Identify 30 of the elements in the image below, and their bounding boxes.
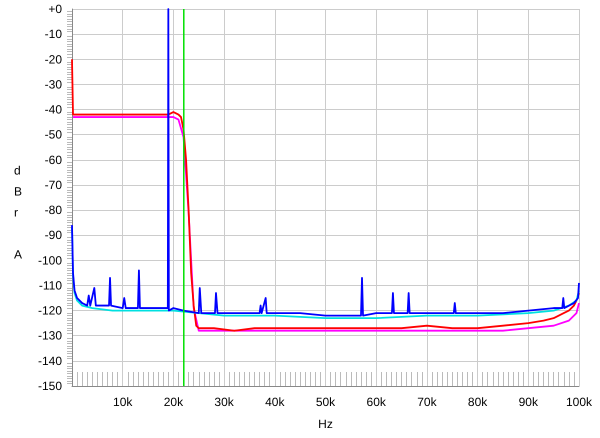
y-tick-label: -110 xyxy=(38,278,62,292)
y-tick-label: -100 xyxy=(38,253,62,268)
y-tick-label: -60 xyxy=(44,152,62,167)
y-tick-label: -130 xyxy=(38,328,62,343)
line-series xyxy=(71,58,580,332)
y-tick-label: -40 xyxy=(44,102,62,117)
line-series xyxy=(72,116,580,332)
y-tick-label: -140 xyxy=(38,354,62,368)
y-tick-label: -30 xyxy=(44,77,62,92)
y-tick-label: -120 xyxy=(38,304,62,318)
x-tick-label: 30k xyxy=(214,395,235,409)
y-tick-label: -150 xyxy=(38,379,62,393)
x-tick-label: 60k xyxy=(366,395,387,409)
x-tick-label: 80k xyxy=(468,395,488,409)
x-tick-label: 50k xyxy=(316,395,336,409)
y-tick-label: -20 xyxy=(44,52,62,66)
text: dBr A xyxy=(14,164,22,262)
x-tick-label: 90k xyxy=(518,395,539,409)
x-tick-label: 10k xyxy=(113,395,134,409)
x-tick-label: 20k xyxy=(164,395,184,409)
x-tick-label: 100k xyxy=(566,395,594,409)
x-axis-title: Hz xyxy=(318,417,333,431)
y-tick-label: -50 xyxy=(44,128,62,142)
y-tick-label: +0 xyxy=(48,2,62,16)
x-tick-label: 70k xyxy=(417,395,438,409)
y-tick-label: -10 xyxy=(44,27,62,42)
y-tick-label: -80 xyxy=(44,203,62,218)
y-tick-label: -70 xyxy=(44,178,62,192)
y-tick-label: -90 xyxy=(44,228,62,242)
x-tick-label: 40k xyxy=(265,395,286,409)
